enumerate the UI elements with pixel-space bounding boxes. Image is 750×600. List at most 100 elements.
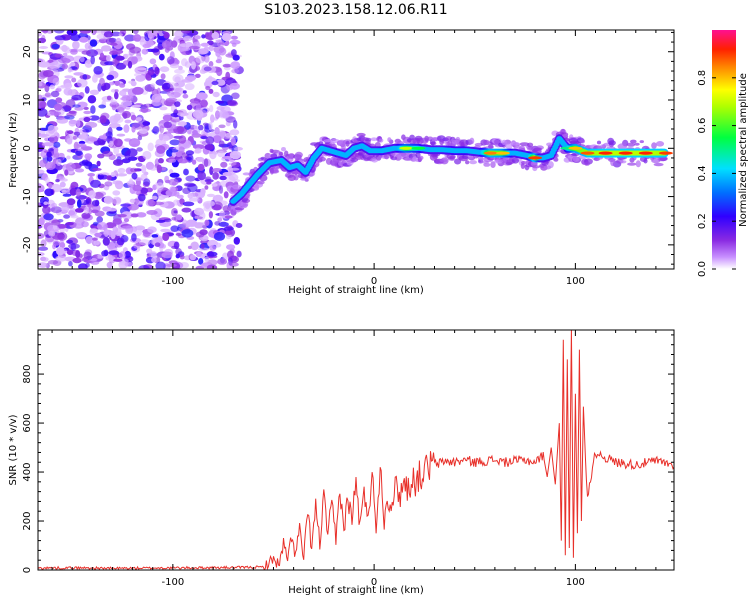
noise-blob	[53, 30, 65, 34]
noise-blob	[229, 262, 239, 267]
noise-blob	[89, 228, 98, 234]
noise-blob	[154, 66, 160, 75]
ridge-core	[399, 146, 414, 150]
noise-blob	[90, 105, 96, 114]
ridge-halo-blob	[520, 163, 526, 170]
noise-blob	[38, 246, 49, 251]
noise-blob	[124, 34, 136, 42]
noise-blob	[47, 59, 54, 63]
noise-blob	[84, 153, 93, 160]
noise-blob	[192, 109, 204, 119]
spectrogram-y-axis-label: Frequency (Hz)	[8, 112, 19, 188]
ridge-halo-blob	[493, 139, 500, 145]
noise-blob	[133, 242, 141, 249]
noise-blob	[85, 198, 91, 204]
noise-blob	[56, 158, 62, 166]
noise-blob	[121, 110, 131, 119]
ridge-halo-blob	[548, 161, 554, 169]
noise-blob	[140, 187, 149, 194]
noise-blob	[161, 40, 172, 49]
noise-blob	[204, 185, 209, 190]
noise-blob	[102, 237, 110, 246]
noise-blob	[42, 30, 48, 34]
noise-blob	[128, 138, 141, 148]
noise-blob	[149, 165, 157, 171]
noise-blob	[95, 254, 105, 259]
noise-blob	[205, 85, 211, 91]
colorbar-tick-label: 0.2	[697, 213, 708, 229]
ridge-halo-blob	[455, 136, 461, 144]
ridge-halo-blob	[469, 160, 477, 165]
noise-blob	[39, 159, 47, 168]
noise-blob	[231, 161, 241, 168]
noise-blob	[185, 219, 198, 227]
spectrogram-y-tick-label: -20	[22, 237, 33, 253]
noise-blob	[68, 243, 80, 249]
noise-blob	[222, 252, 229, 260]
noise-blob	[66, 249, 74, 255]
ridge-halo-blob	[596, 140, 602, 145]
noise-blob	[183, 168, 189, 176]
noise-blob	[195, 103, 202, 112]
ridge-halo-blob	[370, 137, 378, 141]
noise-blob	[46, 151, 52, 158]
noise-blob	[83, 251, 92, 259]
noise-blob	[75, 188, 81, 197]
noise-blob	[151, 195, 158, 200]
noise-blob	[209, 166, 214, 176]
noise-blob	[116, 133, 126, 137]
noise-blob	[77, 199, 82, 209]
noise-blob	[174, 30, 184, 38]
colorbar-tick-label: 0.4	[697, 165, 708, 181]
noise-blob	[204, 54, 210, 63]
noise-blob	[233, 120, 238, 129]
noise-blob	[159, 106, 168, 111]
ridge-core	[568, 146, 583, 150]
ridge-halo-blob	[465, 160, 470, 165]
noise-blob	[93, 140, 102, 146]
noise-blob	[213, 231, 226, 241]
noise-blob	[126, 148, 138, 157]
noise-blob	[138, 128, 148, 134]
noise-blob	[51, 202, 57, 208]
noise-blob	[38, 262, 48, 268]
spectrogram-frame	[37, 29, 675, 270]
noise-blob	[93, 66, 103, 75]
noise-blob	[214, 126, 220, 135]
noise-blob	[127, 156, 138, 161]
ridge-halo-blob	[462, 154, 469, 159]
noise-blob	[206, 251, 218, 257]
noise-blob	[93, 254, 98, 259]
noise-blob	[146, 248, 153, 254]
noise-blob	[43, 213, 54, 221]
ridge-halo-blob	[626, 142, 636, 147]
noise-blob	[109, 115, 119, 125]
noise-blob	[92, 167, 102, 171]
noise-blob	[55, 179, 60, 183]
noise-blob	[165, 189, 177, 197]
noise-blob	[146, 210, 158, 215]
ridge-halo-blob	[439, 138, 444, 146]
noise-blob	[168, 158, 177, 163]
noise-blob	[218, 221, 229, 227]
noise-blob	[189, 254, 196, 261]
noise-blob	[217, 150, 225, 158]
noise-blob	[38, 232, 45, 239]
ridge-halo-blob	[490, 161, 496, 169]
noise-blob	[106, 74, 114, 81]
noise-blob	[57, 85, 67, 89]
ridge-halo-blob	[269, 167, 274, 175]
noise-blob	[104, 61, 115, 66]
noise-blob	[78, 144, 87, 148]
noise-blob	[204, 219, 210, 226]
noise-blob	[85, 236, 94, 244]
noise-blob	[163, 218, 172, 223]
noise-blob	[223, 191, 229, 199]
noise-blob	[233, 237, 240, 245]
noise-blob	[92, 237, 98, 241]
noise-blob	[70, 61, 76, 67]
noise-blob	[220, 161, 228, 168]
noise-blob	[212, 135, 222, 144]
noise-blob	[102, 150, 113, 157]
noise-blob	[98, 174, 109, 180]
